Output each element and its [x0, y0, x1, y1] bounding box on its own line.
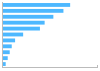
bar [3, 56, 8, 60]
bar [3, 21, 45, 25]
x-axis-line [3, 67, 97, 68]
chart [0, 0, 100, 71]
bar [3, 38, 15, 42]
bar [3, 62, 6, 66]
bar [3, 44, 12, 48]
bar [3, 33, 23, 37]
bar [3, 3, 70, 7]
y-axis-line [2, 2, 3, 68]
bar [3, 50, 10, 54]
bar [3, 15, 53, 19]
bar [3, 9, 63, 13]
bar [3, 27, 40, 31]
bars [3, 3, 70, 66]
x-range-end [97, 65, 98, 68]
